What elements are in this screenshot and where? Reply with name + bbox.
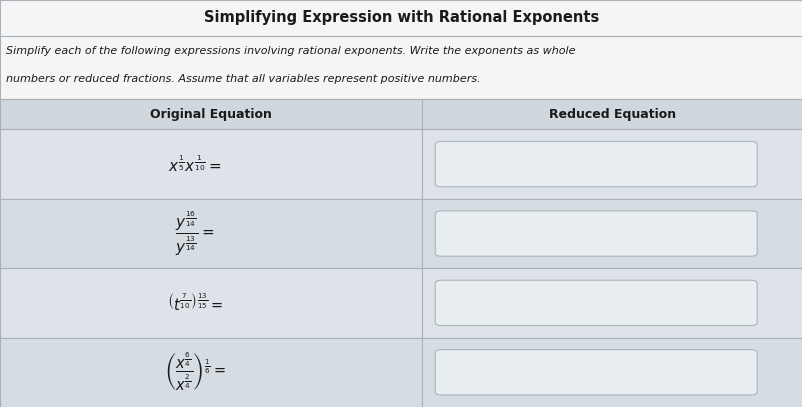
Text: numbers or reduced fractions. Assume that all variables represent positive numbe: numbers or reduced fractions. Assume tha…	[6, 74, 480, 85]
FancyBboxPatch shape	[0, 268, 802, 338]
Text: Simplify each of the following expressions involving rational exponents. Write t: Simplify each of the following expressio…	[6, 46, 575, 56]
FancyBboxPatch shape	[435, 280, 756, 326]
FancyBboxPatch shape	[0, 99, 802, 129]
FancyBboxPatch shape	[0, 199, 802, 268]
FancyBboxPatch shape	[0, 0, 802, 36]
Text: $x^{\frac{1}{5}}x^{\frac{1}{10}} =$: $x^{\frac{1}{5}}x^{\frac{1}{10}} =$	[168, 154, 221, 175]
FancyBboxPatch shape	[0, 36, 802, 99]
Text: Original Equation: Original Equation	[150, 108, 271, 120]
Text: $\left(t^{\frac{7}{10}}\right)^{\frac{13}{15}} =$: $\left(t^{\frac{7}{10}}\right)^{\frac{13…	[166, 292, 223, 313]
FancyBboxPatch shape	[435, 211, 756, 256]
FancyBboxPatch shape	[435, 142, 756, 187]
FancyBboxPatch shape	[0, 129, 802, 199]
Text: Simplifying Expression with Rational Exponents: Simplifying Expression with Rational Exp…	[204, 11, 598, 25]
Text: $\dfrac{y^{\frac{16}{14}}}{y^{\frac{13}{14}}} =$: $\dfrac{y^{\frac{16}{14}}}{y^{\frac{13}{…	[175, 209, 214, 258]
FancyBboxPatch shape	[0, 338, 802, 407]
Text: $\left(\dfrac{x^{\frac{6}{4}}}{x^{\frac{2}{4}}}\right)^{\frac{1}{6}} =$: $\left(\dfrac{x^{\frac{6}{4}}}{x^{\frac{…	[164, 351, 225, 394]
FancyBboxPatch shape	[435, 350, 756, 395]
Text: Reduced Equation: Reduced Equation	[548, 108, 675, 120]
